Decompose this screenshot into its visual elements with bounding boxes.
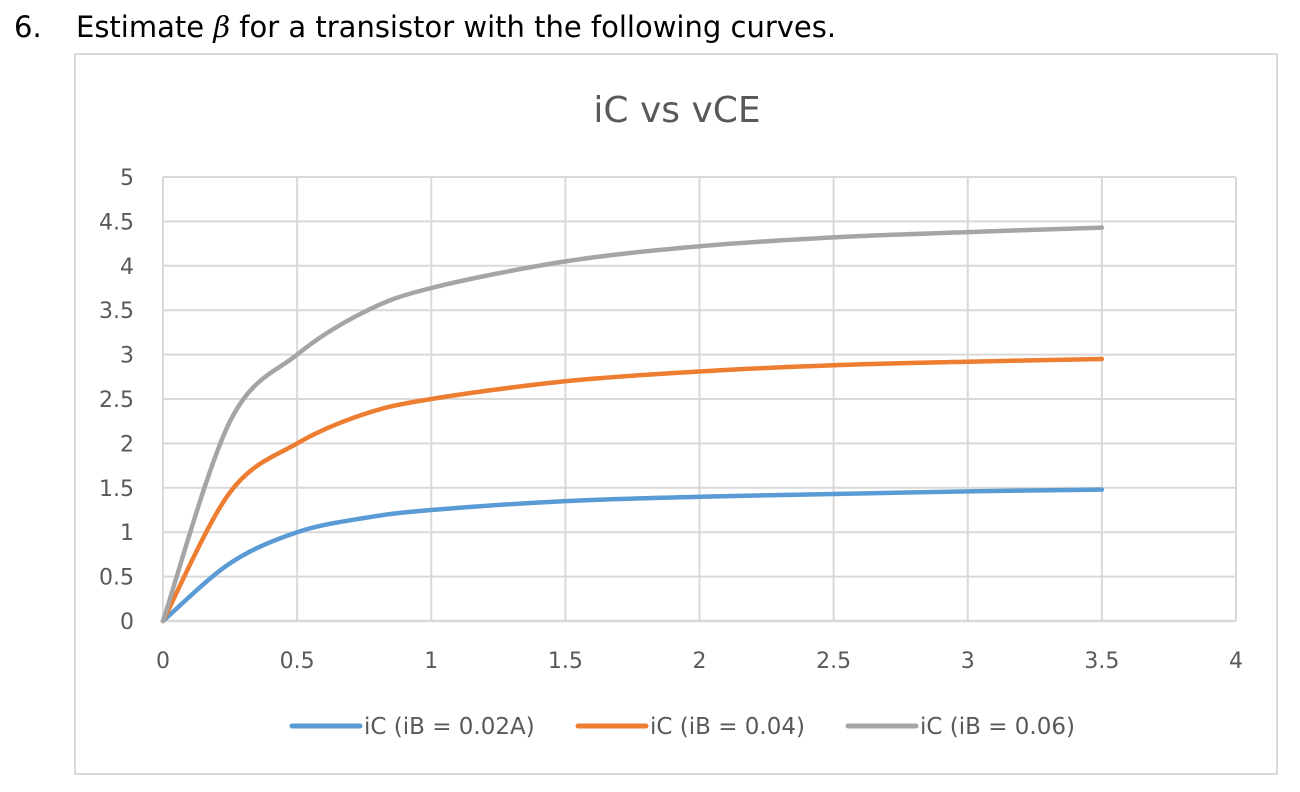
legend-item: iC (iB = 0.04) (575, 714, 805, 740)
legend: iC (iB = 0.02A) iC (iB = 0.04) iC (iB = 0.… (289, 714, 1075, 740)
question-text-before: Estimate (76, 10, 214, 44)
x-tick-label: 3 (961, 649, 975, 674)
axes (162, 177, 1236, 623)
beta-symbol: β (213, 10, 231, 44)
y-tick-label: 2 (120, 432, 134, 457)
y-tick-label: 0 (120, 610, 134, 635)
series-line-3 (160, 225, 1105, 624)
x-tick-label: 1.5 (548, 649, 583, 674)
x-tick-label: 1 (424, 649, 438, 674)
y-tick-label: 1.5 (99, 477, 134, 502)
y-tick-label: 0.5 (99, 566, 134, 591)
chart-area (74, 53, 1278, 775)
series-lines (160, 225, 1105, 624)
y-tick-label: 4 (120, 255, 134, 280)
x-axis-tick-labels: 0 0.5 1 1.5 2 2.5 3 3.5 4 (156, 649, 1243, 674)
y-tick-label: 2.5 (99, 388, 134, 413)
y-axis-tick-labels: 0 0.5 1 1.5 2 2.5 3 3.5 4 4.5 5 (99, 166, 134, 635)
gridlines (163, 176, 1237, 621)
y-tick-label: 1 (120, 521, 134, 546)
series-line-1 (160, 487, 1105, 624)
x-tick-label: 0.5 (280, 649, 315, 674)
question-number: 6. (14, 10, 42, 44)
x-tick-label: 0 (156, 649, 170, 674)
legend-label: iC (iB = 0.04) (650, 714, 805, 740)
y-tick-label: 4.5 (99, 210, 134, 235)
chart-title: iC vs vCE (593, 90, 760, 131)
legend-label: iC (iB = 0.02A) (364, 714, 535, 740)
question-text: 6. Estimate β for a transistor with the f… (14, 6, 836, 48)
legend-item: iC (iB = 0.06) (845, 714, 1075, 740)
y-tick-label: 5 (120, 166, 134, 191)
x-tick-label: 2 (693, 649, 707, 674)
y-tick-label: 3 (120, 344, 134, 369)
legend-item: iC (iB = 0.02A) (289, 714, 535, 740)
y-tick-label: 3.5 (99, 299, 134, 324)
x-tick-label: 2.5 (816, 649, 851, 674)
series-line-2 (160, 356, 1105, 624)
x-tick-label: 3.5 (1084, 649, 1119, 674)
question-text-after: for a transistor with the following curv… (230, 10, 837, 44)
x-tick-label: 4 (1229, 649, 1243, 674)
legend-label: iC (iB = 0.06) (920, 714, 1075, 740)
